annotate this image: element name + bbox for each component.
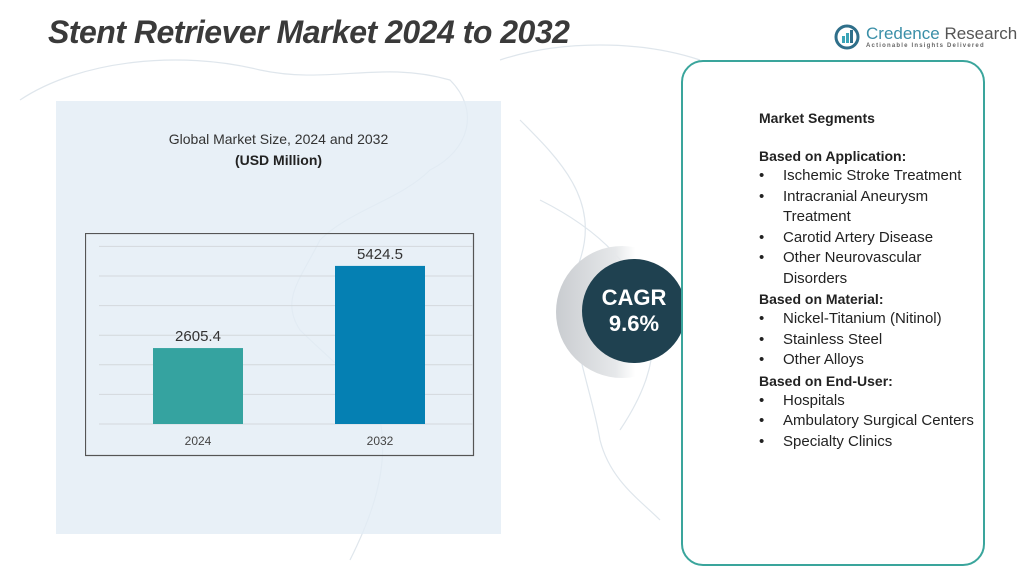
segment-group-title: Based on End-User:	[759, 372, 893, 389]
segment-item: Carotid Artery Disease	[759, 228, 984, 249]
segment-list: Nickel-Titanium (Nitinol)Stainless Steel…	[759, 309, 984, 371]
segment-item: Other Alloys	[759, 350, 984, 371]
chart-frame	[85, 233, 475, 457]
logo-name-1: Credence	[866, 24, 940, 43]
bar-2024	[153, 348, 243, 424]
chart-subtitle: Global Market Size, 2024 and 2032	[168, 131, 389, 147]
x-tick-label: 2032	[367, 434, 394, 448]
logo-name-2: Research	[939, 24, 1018, 43]
segment-item: Other Neurovascular Disorders	[759, 248, 984, 289]
segment-list: HospitalsAmbulatory Surgical CentersSpec…	[759, 391, 984, 453]
segment-group-title: Based on Application:	[759, 148, 907, 164]
bar-chart: 2605.4 2024 5424.5 2032	[85, 233, 475, 457]
logo-tagline: Actionable Insights Delivered	[866, 43, 985, 49]
segment-item: Specialty Clinics	[759, 432, 984, 453]
cagr-label: CAGR	[601, 285, 667, 310]
credence-research-logo: Credence Research Actionable Insights De…	[834, 24, 1017, 50]
segment-item: Ambulatory Surgical Centers	[759, 411, 984, 432]
bar-2032	[335, 265, 425, 424]
page-title: Stent Retriever Market 2024 to 2032	[48, 14, 570, 50]
segment-item: Stainless Steel	[759, 330, 984, 351]
segment-item: Ischemic Stroke Treatment	[759, 166, 984, 187]
data-label: 2605.4	[175, 328, 221, 345]
segment-list: Ischemic Stroke TreatmentIntracranial An…	[759, 166, 984, 289]
chart-unit: (USD Million)	[234, 152, 323, 168]
segments-heading: Market Segments	[759, 110, 875, 126]
segment-group-title: Based on Material:	[759, 291, 884, 307]
logo-icon	[834, 24, 860, 50]
cagr-badge: CAGR 9.6%	[582, 259, 686, 363]
chart-panel: Global Market Size, 2024 and 2032 (USD M…	[56, 101, 501, 534]
market-segments-panel: Market Segments Based on Application: Isc…	[681, 60, 985, 566]
x-tick-label: 2024	[185, 434, 212, 448]
segment-item: Intracranial Aneurysm Treatment	[759, 187, 984, 228]
cagr-value: 9.6%	[608, 311, 660, 336]
segment-item: Hospitals	[759, 391, 984, 412]
data-label: 5424.5	[357, 246, 403, 263]
segment-item: Nickel-Titanium (Nitinol)	[759, 309, 984, 330]
